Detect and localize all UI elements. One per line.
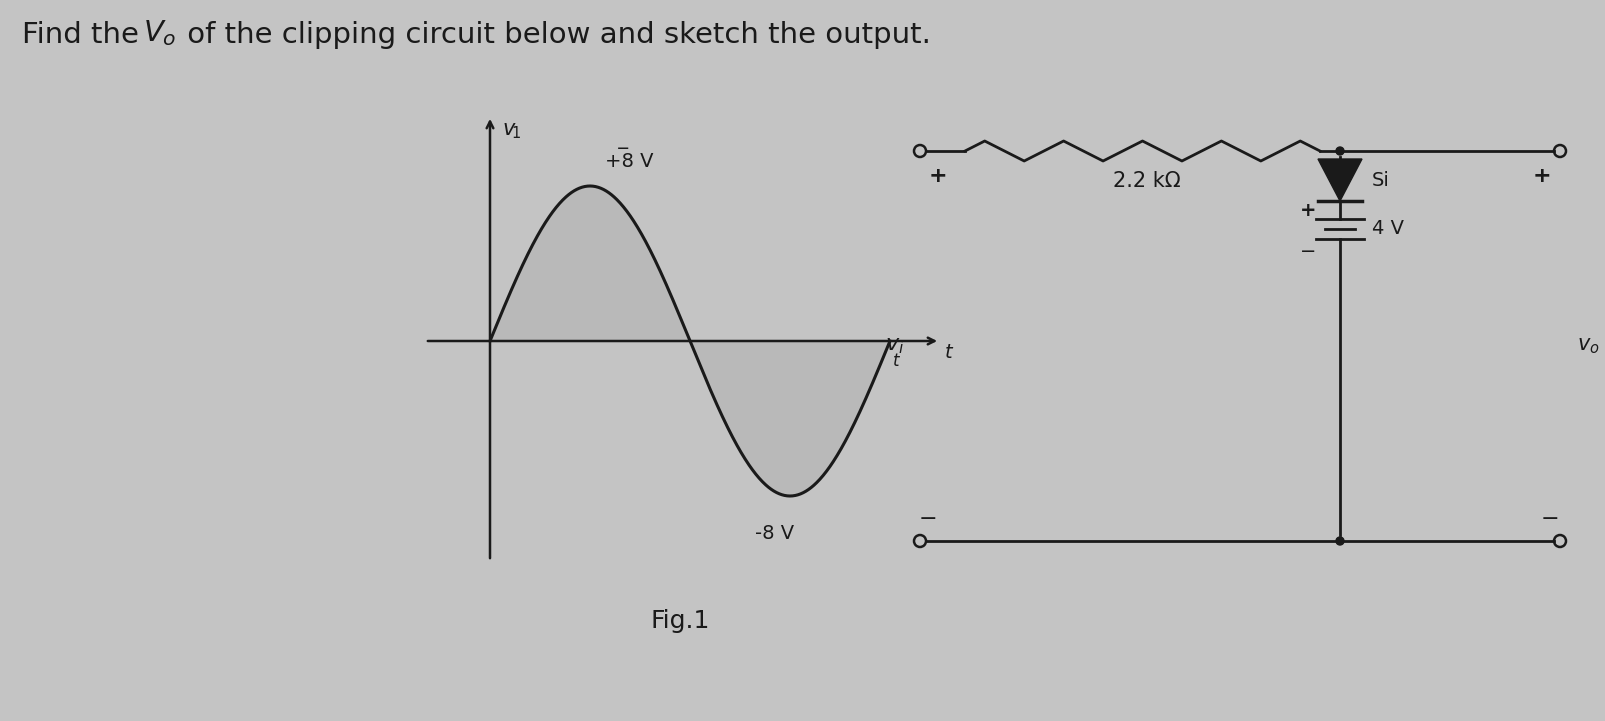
Text: t: t [945, 343, 953, 363]
Circle shape [1335, 537, 1343, 545]
Text: -8 V: -8 V [754, 524, 794, 543]
Text: +: + [1533, 166, 1552, 186]
Text: 4 V: 4 V [1372, 219, 1404, 239]
Text: −: − [1300, 242, 1316, 260]
Text: Find the: Find the [22, 21, 148, 49]
Text: $v_o$: $v_o$ [1576, 336, 1599, 356]
Text: Fig.1: Fig.1 [650, 609, 709, 633]
Text: Si: Si [1372, 170, 1390, 190]
Text: −: − [1541, 509, 1560, 529]
Text: +: + [1300, 201, 1316, 221]
Text: $v_{\!1}$: $v_{\!1}$ [502, 121, 522, 141]
Text: $\it{V}_o$: $\it{V}_o$ [143, 18, 177, 48]
Circle shape [1335, 147, 1343, 155]
Text: $v_i$: $v_i$ [886, 336, 905, 356]
Text: +8 V: +8 V [605, 152, 653, 171]
Polygon shape [1318, 159, 1363, 201]
Text: −: − [918, 509, 937, 529]
Text: of the clipping circuit below and sketch the output.: of the clipping circuit below and sketch… [178, 21, 931, 49]
Text: +: + [929, 166, 947, 186]
Text: 2.2 kΩ: 2.2 kΩ [1114, 171, 1181, 191]
Text: t: t [892, 352, 899, 370]
